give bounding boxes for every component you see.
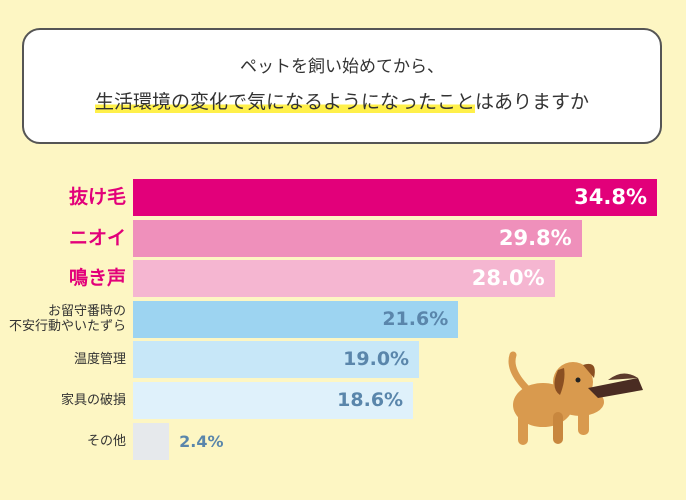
value-label: 21.6% — [382, 307, 449, 330]
value-label: 28.0% — [471, 266, 545, 291]
label: 鳴き声 — [68, 267, 126, 290]
bar — [133, 422, 170, 460]
title-line: 生活環境の変化で気になるようになったことはありますか — [24, 87, 660, 114]
bar — [133, 382, 414, 419]
bar — [133, 260, 555, 298]
value-label: 34.8% — [574, 185, 647, 209]
title-rest: はありますか — [475, 91, 590, 113]
label: その他 — [86, 433, 126, 449]
value-label: 29.8% — [498, 225, 572, 250]
bar — [133, 300, 459, 338]
value-label: 18.6% — [337, 389, 404, 411]
bar — [133, 179, 657, 216]
label: ニオイ — [68, 226, 126, 249]
title-highlight: 生活環境の変化で気になるようになったこと — [94, 91, 475, 113]
bar — [133, 219, 582, 257]
title-line: ペットを飼い始めてから、 — [240, 57, 444, 77]
label: 家具の破損 — [60, 393, 126, 408]
title-box: ペットを飼い始めてから、 生活環境の変化で気になるようになったことはありますか — [22, 28, 662, 144]
bar — [133, 341, 420, 379]
label: 温度管理 — [73, 352, 126, 368]
value-label: 19.0% — [343, 348, 410, 371]
dog-illustration — [508, 351, 643, 445]
value-label: 2.4% — [179, 431, 224, 451]
label: 抜け毛 — [68, 186, 126, 208]
label: お留守番時の 不安行動やいたずら — [8, 304, 126, 335]
